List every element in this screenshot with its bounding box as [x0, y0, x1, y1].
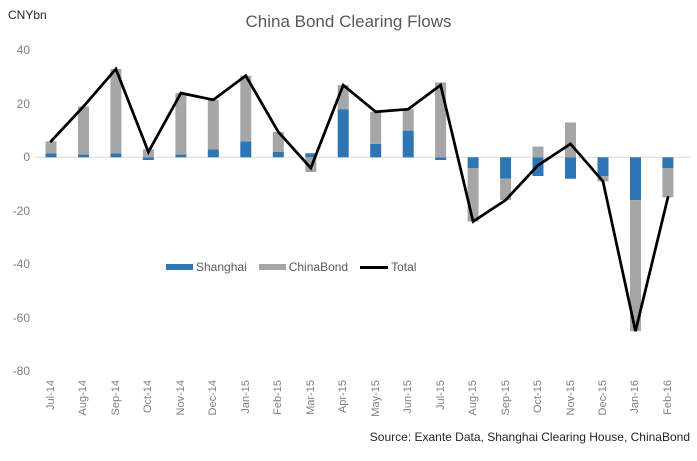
x-axis-label-Feb-16: Feb-16 — [661, 380, 674, 415]
source-note: Source: Exante Data, Shanghai Clearing H… — [369, 430, 690, 444]
bar-chinabond-Oct-15 — [532, 146, 544, 158]
x-axis-label-Sep-15: Sep-15 — [499, 380, 512, 416]
bar-shanghai-Jan-16 — [630, 157, 641, 201]
legend-item-shanghai: Shanghai — [166, 260, 247, 274]
bar-shanghai-May-15 — [370, 143, 382, 158]
x-axis-label-Jan-16: Jan-16 — [629, 380, 642, 414]
x-axis-label-Mar-15: Mar-15 — [304, 380, 317, 415]
legend: Shanghai ChinaBond Total — [166, 260, 416, 274]
x-axis-label-Nov-14: Nov-14 — [174, 380, 187, 416]
chart-title: China Bond Clearing Flows — [245, 12, 452, 31]
x-axis-label-May-15: May-15 — [369, 380, 382, 417]
y-axis-unit-label: CNYbn — [8, 8, 47, 22]
bar-chinabond-Sep-15 — [500, 178, 512, 201]
bar-chinabond-Dec-14 — [207, 99, 219, 150]
bar-shanghai-Dec-15 — [597, 157, 609, 176]
bar-shanghai-Sep-15 — [500, 157, 512, 179]
x-axis-label-Dec-14: Dec-14 — [207, 380, 220, 416]
bar-shanghai-Jul-14 — [45, 153, 57, 158]
legend-item-chinabond: ChinaBond — [258, 260, 349, 274]
bar-chinabond-Apr-15 — [337, 85, 349, 110]
legend-label-shanghai: Shanghai — [196, 260, 247, 274]
bar-chinabond-Jul-14 — [45, 141, 57, 154]
x-axis-label-Sep-14: Sep-14 — [109, 380, 122, 416]
bar-chinabond-Nov-15 — [565, 122, 576, 158]
bar-shanghai-Aug-14 — [78, 154, 89, 158]
x-axis-label-Apr-15: Apr-15 — [337, 380, 350, 414]
y-axis-label-40: 40 — [16, 43, 30, 58]
bar-shanghai-Aug-15 — [467, 157, 479, 168]
y-axis-label-0: 0 — [23, 150, 30, 165]
bar-shanghai-Mar-15 — [305, 153, 317, 158]
bar-chinabond-Sep-14 — [110, 69, 122, 154]
bar-chinabond-Aug-15 — [467, 168, 479, 222]
x-axis-label-Jan-15: Jan-15 — [239, 380, 252, 414]
x-axis-label-Jul-15: Jul-15 — [434, 380, 447, 410]
x-axis-label-Aug-15: Aug-15 — [467, 380, 480, 416]
y-axis-label--60: -60 — [12, 310, 30, 325]
bar-shanghai-Feb-16 — [662, 157, 674, 168]
x-axis-label-Feb-15: Feb-15 — [272, 380, 285, 415]
bar-chinabond-Dec-15 — [597, 176, 609, 182]
bar-chinabond-Feb-15 — [272, 131, 284, 152]
bar-chinabond-Feb-16 — [662, 168, 674, 198]
total-line — [49, 66, 670, 332]
bar-shanghai-Apr-15 — [337, 109, 349, 158]
bar-shanghai-Jun-15 — [402, 130, 414, 158]
bar-chinabond-Nov-14 — [175, 93, 187, 155]
total-line-swatch-icon — [360, 265, 389, 269]
shanghai-swatch-icon — [166, 264, 193, 270]
y-axis-label--20: -20 — [12, 203, 30, 218]
bar-shanghai-Nov-15 — [565, 157, 576, 179]
chinabond-swatch-icon — [258, 264, 286, 270]
legend-item-total: Total — [360, 260, 416, 274]
x-axis-label-Jul-14: Jul-14 — [45, 380, 57, 410]
bar-chinabond-Jul-15 — [435, 82, 447, 158]
bar-chinabond-Jan-15 — [240, 75, 252, 142]
x-axis-label-Jun-15: Jun-15 — [402, 380, 415, 414]
bar-chinabond-Jun-15 — [402, 109, 414, 131]
x-axis-label-Aug-14: Aug-14 — [77, 380, 90, 416]
bar-shanghai-Feb-15 — [272, 152, 284, 158]
bar-shanghai-Sep-14 — [110, 153, 122, 158]
bar-shanghai-Oct-14 — [142, 157, 154, 160]
y-axis-label--40: -40 — [12, 257, 30, 272]
y-axis-label--80: -80 — [12, 364, 30, 379]
x-axis-label-Nov-15: Nov-15 — [564, 380, 577, 416]
bar-chinabond-May-15 — [370, 111, 382, 144]
x-axis-label-Oct-14: Oct-14 — [142, 380, 155, 414]
bar-shanghai-Jul-15 — [435, 157, 447, 160]
legend-label-total: Total — [391, 260, 417, 274]
x-axis-label-Dec-15: Dec-15 — [596, 380, 609, 416]
x-axis-label-Oct-15: Oct-15 — [532, 380, 545, 414]
bar-shanghai-Nov-14 — [175, 154, 187, 158]
legend-label-chinabond: ChinaBond — [288, 260, 349, 274]
y-axis-label-20: 20 — [16, 96, 30, 111]
bar-shanghai-Dec-14 — [207, 149, 219, 158]
bar-chinabond-Jan-16 — [630, 200, 641, 332]
bar-shanghai-Jan-15 — [240, 141, 252, 158]
bar-chinabond-Aug-14 — [78, 106, 89, 155]
